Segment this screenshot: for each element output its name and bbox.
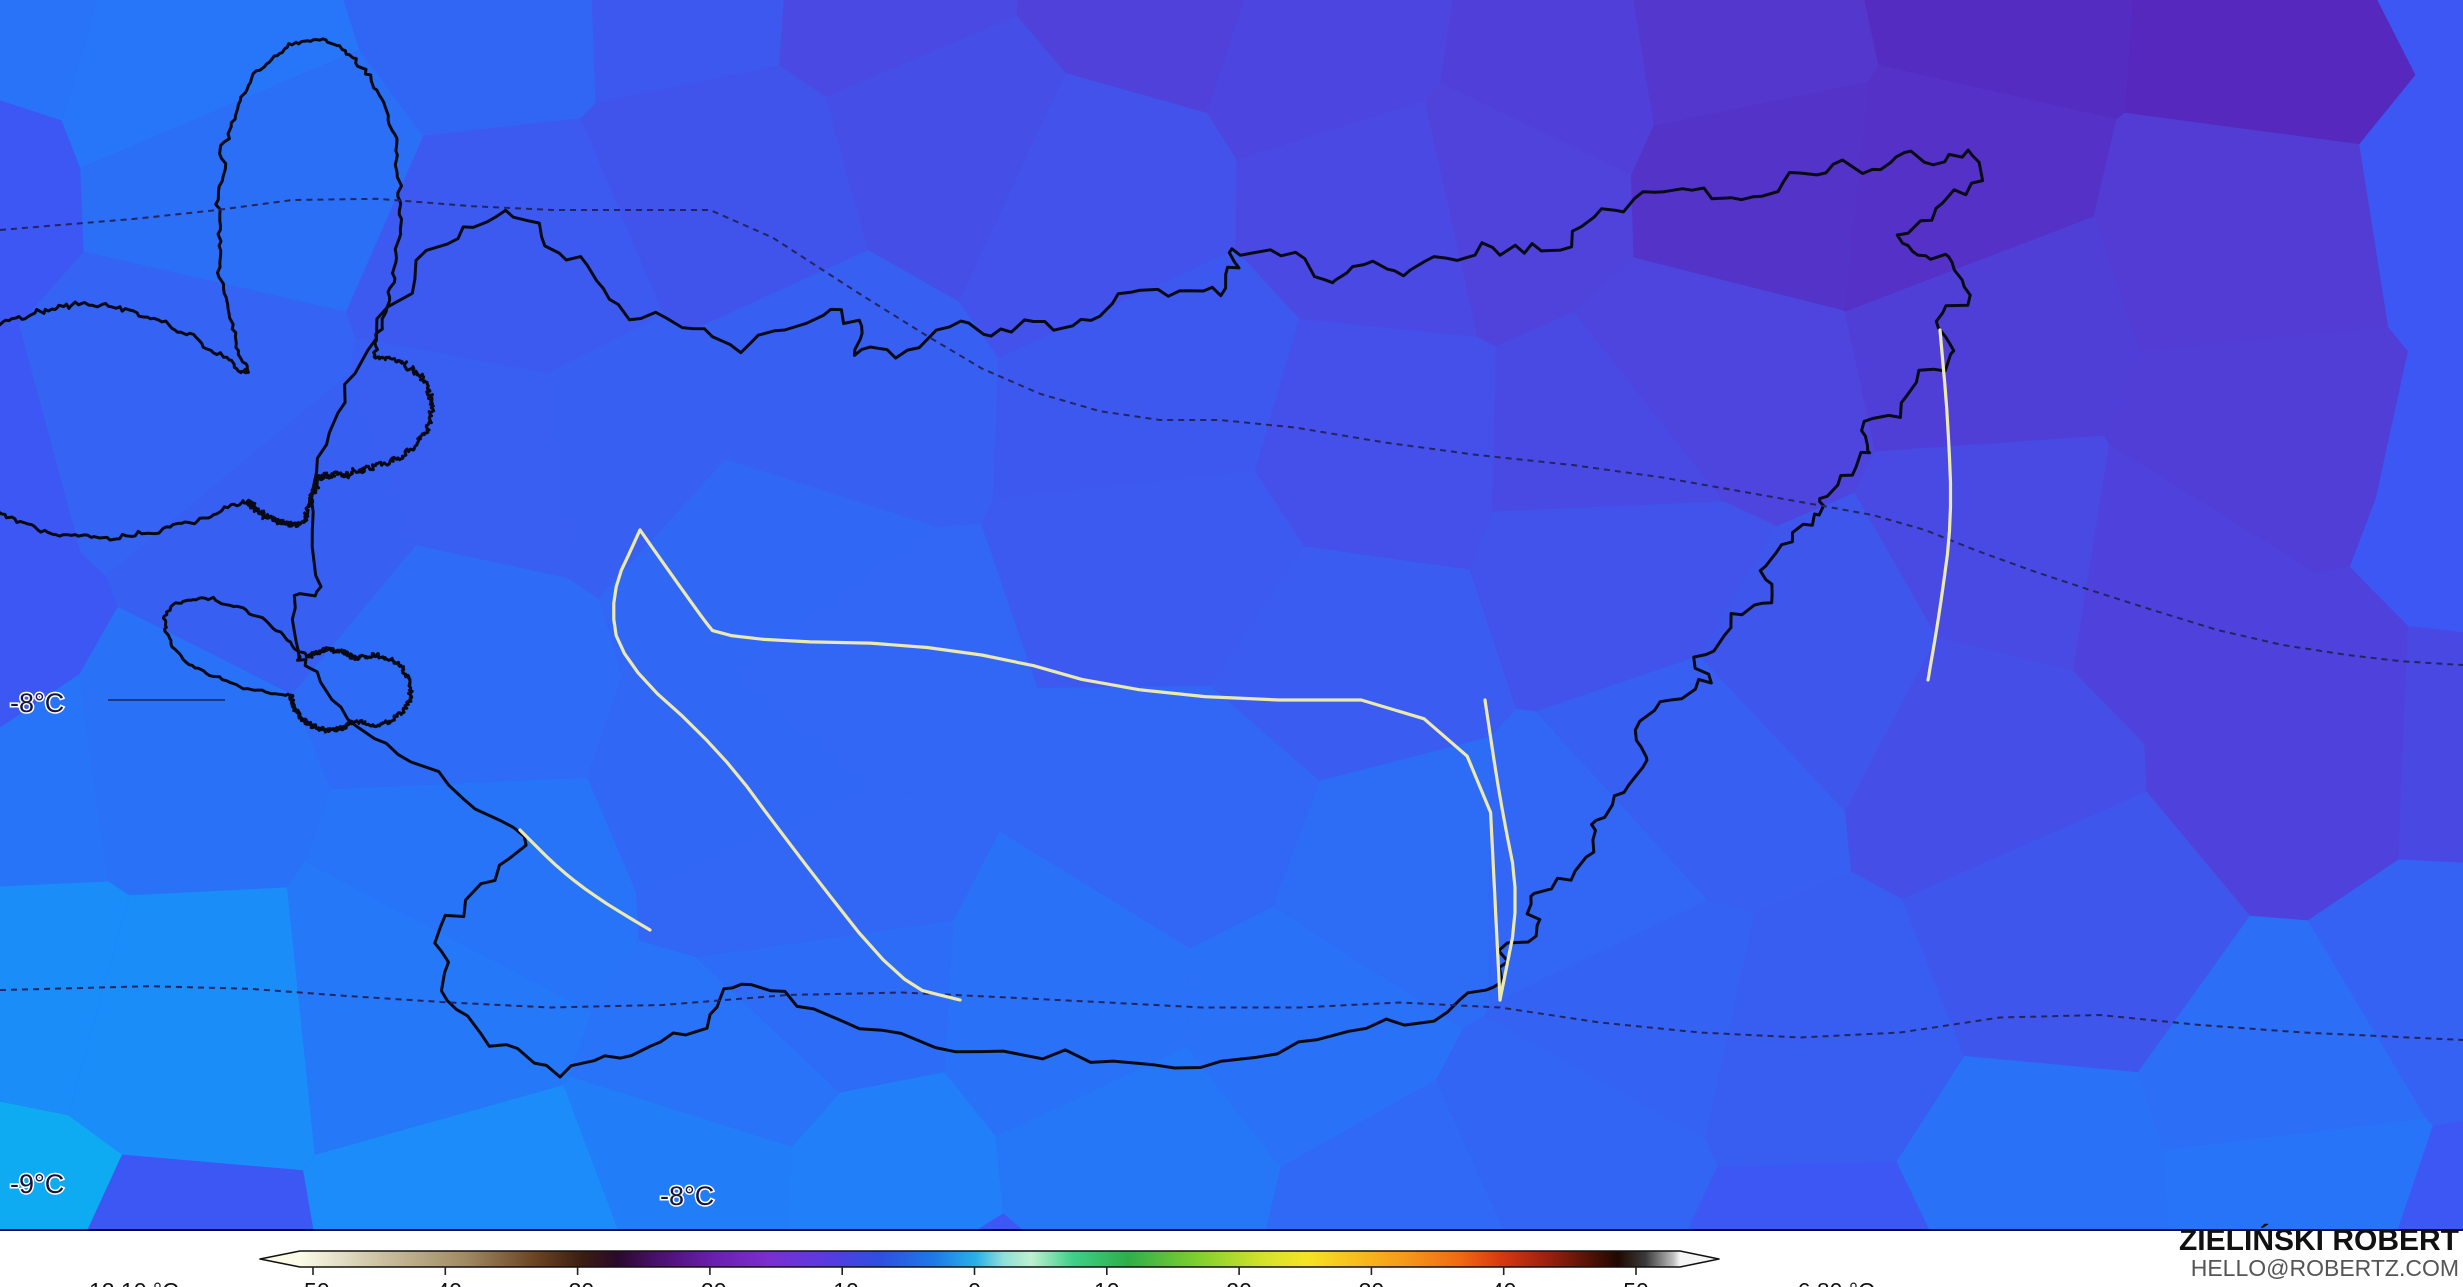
svg-text:-40: -40 [429,1278,462,1287]
svg-text:30: 30 [1359,1278,1385,1287]
svg-text:20: 20 [1226,1278,1252,1287]
svg-text:HELLO@ROBERTZ.COM: HELLO@ROBERTZ.COM [2191,1255,2459,1281]
svg-text:-12.10 °C: -12.10 °C [81,1278,178,1287]
svg-text:-8°C: -8°C [10,688,64,718]
svg-text:-50: -50 [296,1278,329,1287]
svg-text:10: 10 [1094,1278,1120,1287]
svg-text:50: 50 [1623,1278,1649,1287]
svg-text:-6.80 °C: -6.80 °C [1790,1278,1875,1287]
svg-text:-30: -30 [561,1278,594,1287]
svg-text:-10: -10 [826,1278,859,1287]
svg-text:-20: -20 [693,1278,726,1287]
svg-text:ZIELIŃSKI ROBERT: ZIELIŃSKI ROBERT [2179,1223,2459,1257]
svg-text:0: 0 [968,1278,981,1287]
svg-text:-9°C: -9°C [10,1169,64,1199]
svg-text:40: 40 [1491,1278,1517,1287]
svg-text:-8°C: -8°C [660,1181,714,1211]
